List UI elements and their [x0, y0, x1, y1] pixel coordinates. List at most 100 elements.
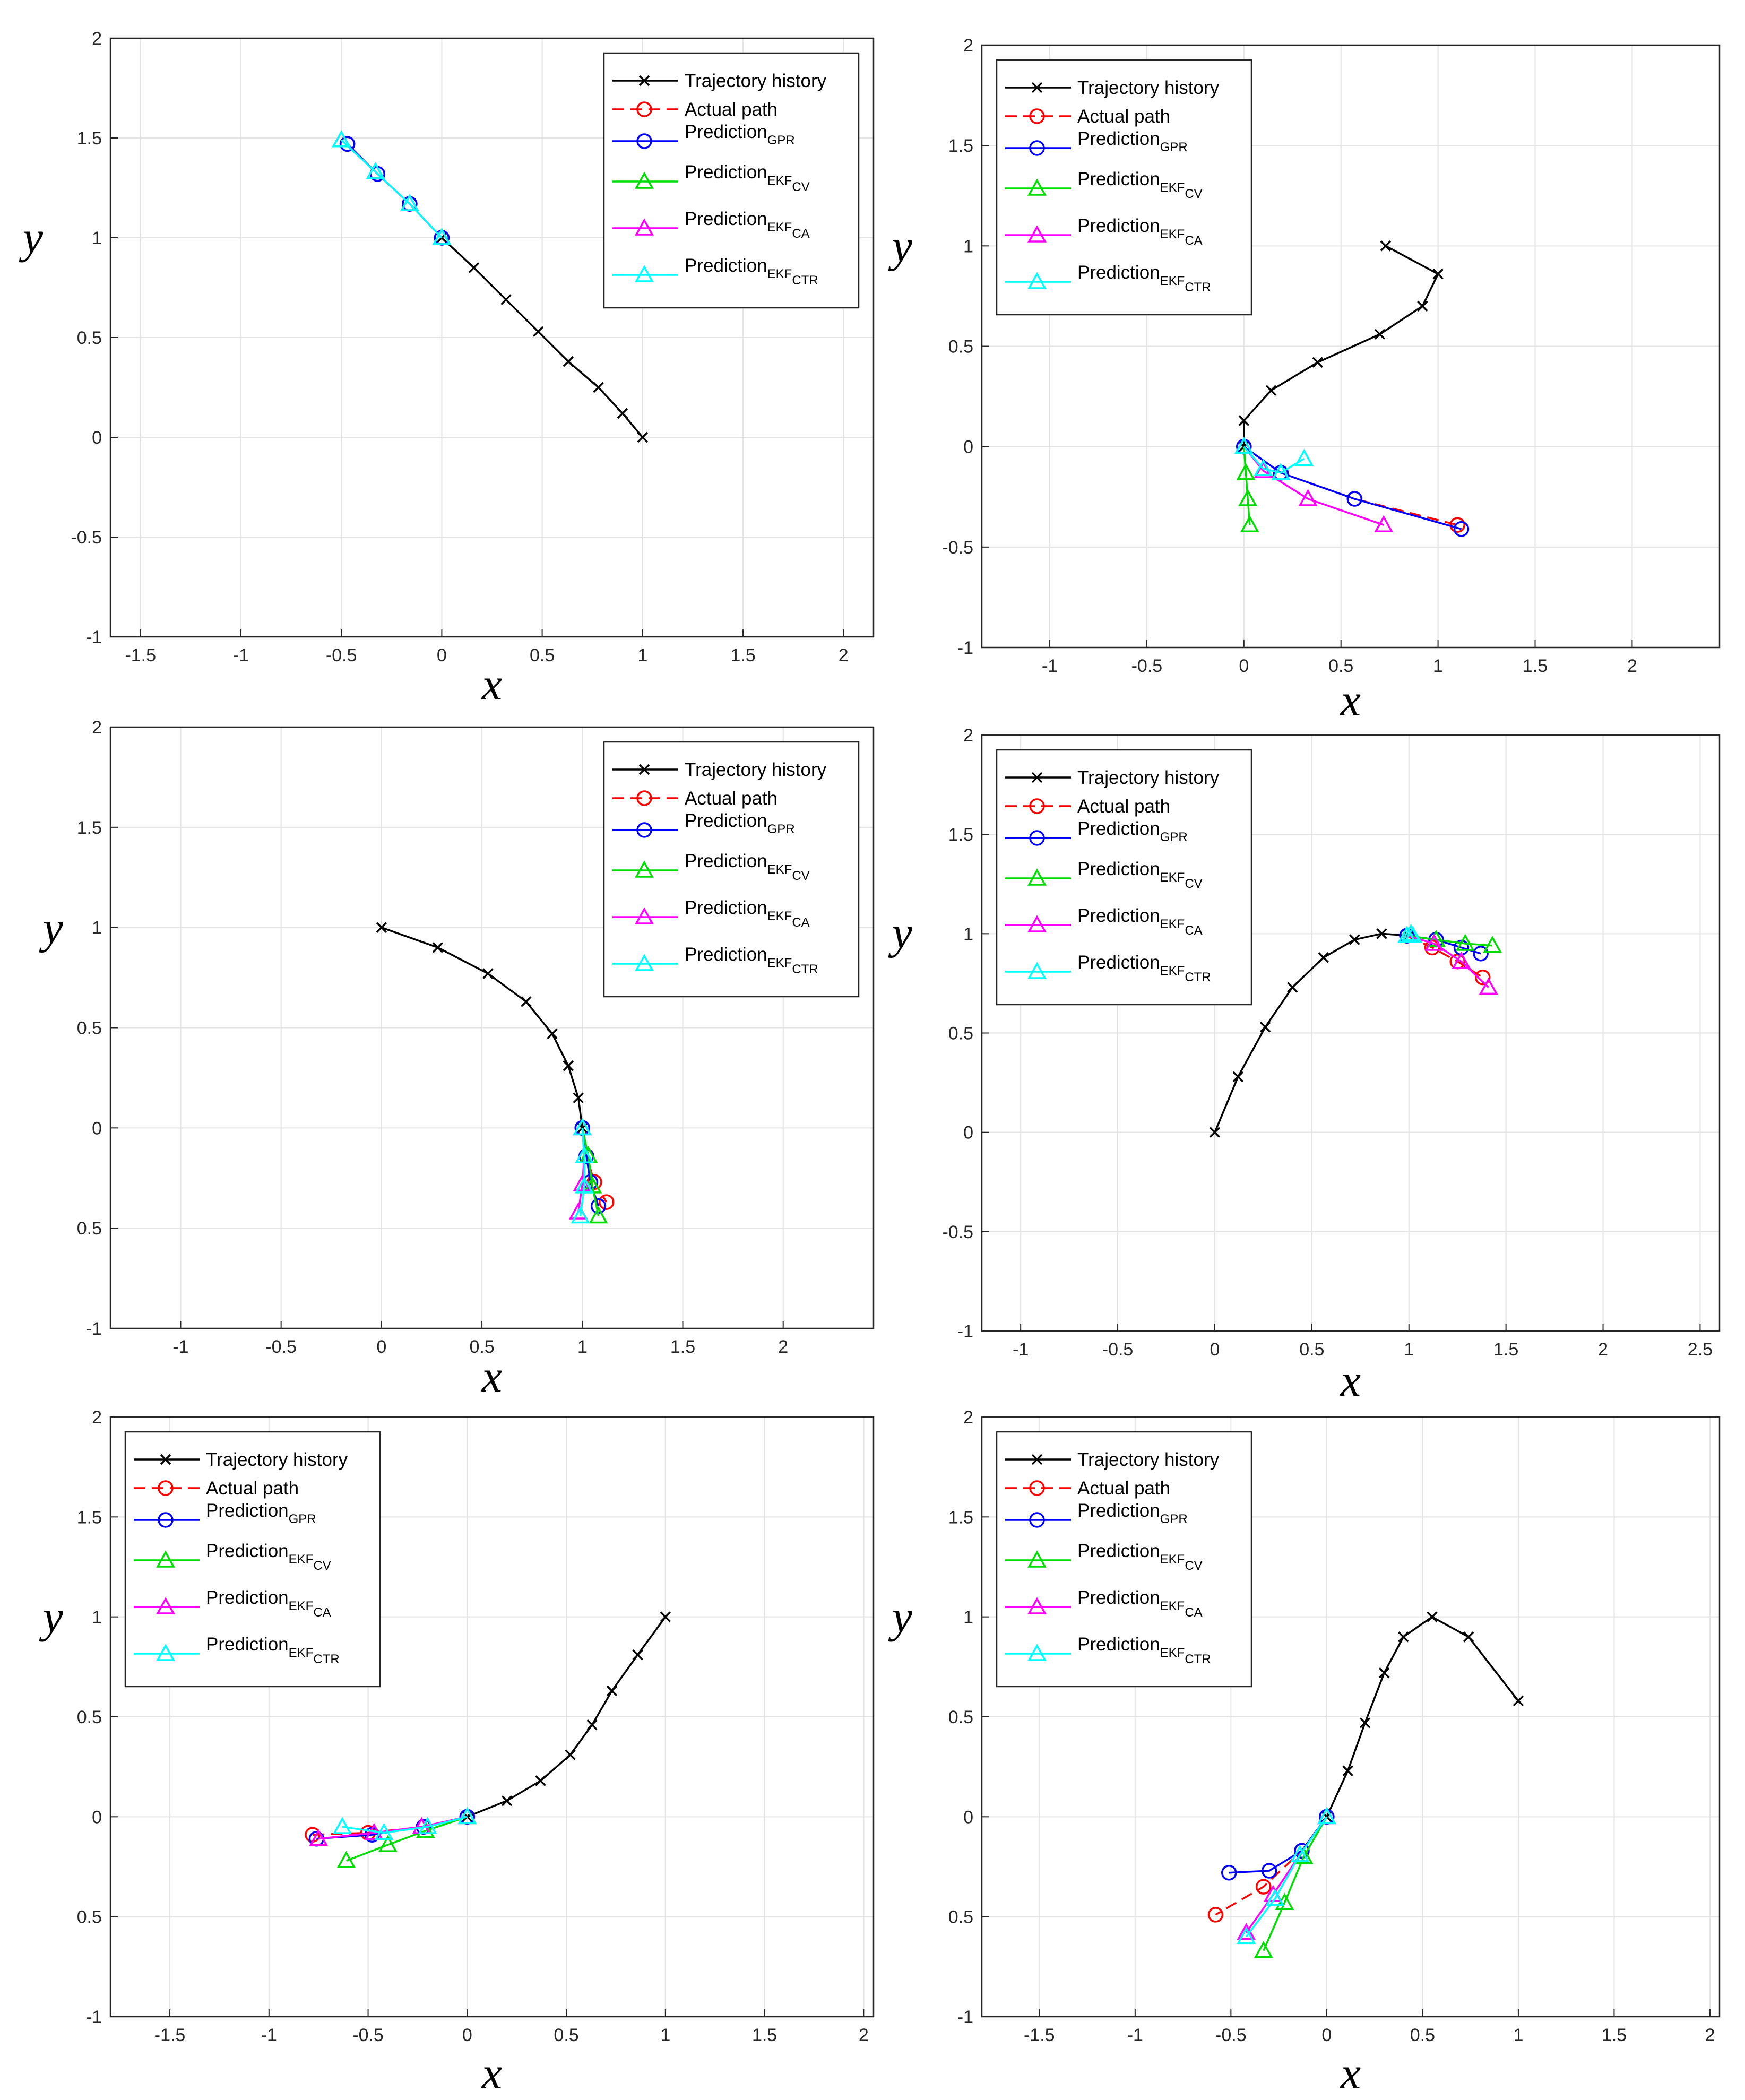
x-tick-label: 0 [1210, 1339, 1220, 1360]
legend-marker-history [638, 764, 650, 775]
series-line-ekf_cv [1263, 1816, 1328, 1951]
legend-label: Actual path [1077, 106, 1170, 127]
x-tick-label: 2 [778, 1337, 788, 1357]
series-marker-ekf_ctr [332, 130, 351, 148]
x-tick-label: -0.5 [352, 2025, 384, 2045]
series-line-history [381, 927, 584, 1128]
series-marker-actual [1474, 969, 1491, 986]
x-tick-label: 1 [1513, 2025, 1523, 2045]
legend-box [996, 1431, 1252, 1688]
y-tick-label: 2 [963, 725, 973, 746]
legend-marker-ekf_ctr [1027, 962, 1047, 979]
legend-label: Trajectory history [1077, 767, 1220, 788]
x-tick-label: 2 [839, 645, 849, 666]
series-marker-ekf_ctr [575, 1176, 594, 1194]
legend-subscript: EKF [1160, 227, 1185, 241]
y-axis-label: y [19, 212, 44, 263]
legend-subscript: EKF [1160, 870, 1185, 885]
series-marker-history [563, 356, 574, 367]
x-tick-label: -0.5 [326, 645, 357, 666]
legend-sub-subscript: CV [1185, 187, 1202, 201]
legend-sub-subscript: CTR [1185, 970, 1211, 984]
legend-subscript: EKF [1160, 1552, 1185, 1567]
series-marker-ekf_ctr [571, 1206, 590, 1224]
series-marker-history [637, 431, 649, 443]
series-marker-ekf_cv [589, 1206, 608, 1224]
y-tick-label: 1.5 [77, 818, 102, 838]
legend-sub-subscript: CA [1185, 234, 1202, 248]
legend-subscript: GPR [767, 822, 795, 836]
legend-sub-subscript: CA [1185, 1605, 1202, 1620]
x-tick-label: -1 [261, 2025, 277, 2045]
legend-sub-subscript: CA [1185, 923, 1202, 938]
series-marker-history [573, 1092, 584, 1103]
series-marker-ekf_ca [1424, 934, 1444, 951]
series-marker-history [617, 408, 628, 419]
legend-marker-actual [636, 790, 652, 806]
legend-label: Actual path [206, 1478, 299, 1499]
x-tick-label: 0.5 [530, 645, 555, 666]
series-marker-history [1312, 357, 1324, 368]
series-marker-history [1374, 329, 1386, 340]
subplot-5: -1.5 -1 -0.5 0 0.5 1 1.5 2 -1 0.5 0 0.5 1 1.5 2 x y Traje… [39, 1407, 875, 2098]
y-tick-label: 1.5 [77, 128, 102, 149]
legend-marker-gpr [1029, 1512, 1045, 1528]
y-tick-label: 0 [963, 437, 973, 457]
legend-subscript: GPR [767, 133, 795, 148]
series-marker-history [500, 294, 512, 305]
x-tick-label: -1.5 [1024, 2025, 1055, 2045]
series-marker-ekf_ctr [1403, 926, 1423, 943]
x-tick-label: 0 [1239, 656, 1249, 676]
legend-sub-subscript: CA [792, 227, 809, 241]
y-tick-label: 0.5 [948, 337, 973, 357]
legend-marker-ekf_ctr [1027, 1644, 1047, 1661]
x-tick-label: 1.5 [670, 1337, 695, 1357]
x-tick-label: 0.5 [1299, 1339, 1324, 1360]
legend-subscript: EKF [1160, 180, 1185, 195]
subplot-2: -1 -0.5 0 0.5 1 1.5 2 -1 -0.5 0 0.5 1 1.5 2 x y Trajecto… [888, 36, 1721, 725]
series-marker-history [521, 996, 532, 1007]
x-tick-label: -1 [1127, 2025, 1143, 2045]
series-marker-history [1232, 1071, 1244, 1083]
x-axis-label: x [1340, 2047, 1361, 2098]
x-tick-label: 1 [1404, 1339, 1414, 1360]
x-tick-label: 1 [660, 2025, 670, 2045]
x-tick-label: -1.5 [125, 645, 156, 666]
y-tick-label: -1 [86, 627, 102, 647]
y-tick-label: -0.5 [71, 528, 102, 548]
legend-subscript: EKF [767, 862, 792, 877]
series-marker-ekf_ctr [1317, 1807, 1336, 1825]
series-marker-ekf_ctr [1234, 437, 1254, 454]
legend-subscript: GPR [1160, 140, 1188, 154]
series-line-ekf_cv [581, 1127, 600, 1216]
legend-marker-actual [1029, 1480, 1045, 1496]
series-marker-history [563, 1060, 574, 1071]
legend-marker-gpr [158, 1512, 174, 1528]
legend-marker-ekf_ca [635, 907, 654, 924]
y-tick-label: 2 [963, 36, 973, 56]
subplot-3: -1 -0.5 0 0.5 1 1.5 2 -1 0.5 0 0.5 1 1.5 2 x y Trajector… [39, 718, 875, 1402]
y-tick-label: 0 [963, 1807, 973, 1827]
legend-marker-gpr [1029, 830, 1045, 846]
y-tick-label: 0 [963, 1123, 973, 1143]
series-marker-ekf_cv [1455, 934, 1475, 951]
series-line-actual [1406, 935, 1483, 979]
legend-subscript: EKF [767, 267, 792, 281]
legend-label: Trajectory history [1077, 1449, 1220, 1470]
y-tick-label: 1.5 [948, 825, 973, 845]
series-marker-ekf_ctr [374, 1822, 394, 1840]
legend-box [996, 59, 1252, 316]
x-tick-label: 0.5 [554, 2025, 578, 2045]
series-marker-ekf_ctr [457, 1807, 477, 1825]
x-tick-label: 2 [859, 2025, 869, 2045]
x-tick-label: -1 [233, 645, 249, 666]
series-marker-ekf_ctr [366, 162, 385, 179]
series-marker-ekf_ca [1479, 977, 1498, 995]
legend-marker-ekf_ctr [635, 954, 654, 971]
legend-label: Trajectory history [685, 759, 827, 780]
y-axis-label: y [39, 1591, 64, 1642]
legend-marker-gpr [1029, 140, 1045, 156]
series-group [1209, 923, 1502, 1138]
x-tick-label: 1 [637, 645, 647, 666]
